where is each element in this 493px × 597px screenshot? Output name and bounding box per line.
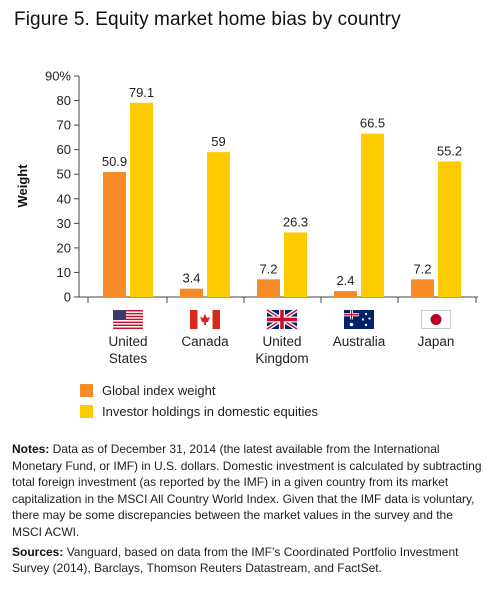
y-tick-label: 80 — [57, 93, 71, 108]
australia-flag-icon — [344, 310, 374, 329]
y-tick-label: 10 — [57, 265, 71, 280]
y-tick-label: 40 — [57, 191, 71, 206]
flag-stripe — [113, 324, 143, 327]
sources-paragraph: Sources: Vanguard, based on data from th… — [12, 544, 482, 577]
legend-item-global-index-weight: Global index weight — [80, 380, 318, 401]
data-label: 50.9 — [102, 154, 127, 169]
data-label: 2.4 — [336, 273, 354, 288]
y-tick-label: 30 — [57, 216, 71, 231]
axes: 0 10 20 30 40 50 60 70 80 90% Weight — [15, 69, 478, 305]
flag-canton — [113, 310, 126, 320]
category-label: Japan — [418, 334, 455, 349]
y-tick-label: 60 — [57, 142, 71, 157]
bar-domestic-holdings — [361, 133, 384, 297]
legend-label: Global index weight — [102, 383, 216, 398]
category-label: Canada — [181, 334, 229, 349]
flag-stripe — [113, 321, 143, 324]
bar-domestic-holdings — [438, 161, 461, 297]
flag-star — [364, 323, 368, 327]
flag-cross-red — [267, 317, 297, 322]
y-tick-label: 70 — [57, 118, 71, 133]
bars — [103, 102, 461, 297]
category-label: United — [262, 334, 301, 349]
data-label: 66.5 — [360, 116, 385, 131]
legend-label: Investor holdings in domestic equities — [102, 404, 319, 419]
y-tick-label: 0 — [64, 290, 71, 305]
y-tick-label: 20 — [57, 240, 71, 255]
data-label: 7.2 — [259, 261, 277, 276]
data-label: 7.2 — [413, 261, 431, 276]
y-tick-label: 90% — [45, 69, 71, 84]
flag-stripe — [113, 317, 143, 319]
bar-global-index-weight — [257, 279, 280, 297]
flag-star — [364, 312, 368, 316]
notes-text: Data as of December 31, 2014 (the latest… — [12, 442, 482, 539]
bar-global-index-weight — [103, 172, 126, 297]
data-label: 26.3 — [283, 214, 308, 229]
category-label: Australia — [333, 334, 386, 349]
flag-star — [349, 322, 354, 327]
flag-stripe — [113, 323, 143, 325]
sources-text: Vanguard, based on data from the IMF’s C… — [12, 544, 459, 576]
bar-global-index-weight — [334, 291, 357, 297]
flag-stripe — [113, 326, 143, 328]
flag-stripe — [113, 310, 143, 312]
labels: 50.9 3.4 7.2 2.4 7.2 79.1 59 26.3 66.5 55.2 United… — [102, 85, 462, 366]
uk-flag-icon — [265, 308, 299, 331]
flag-stripe — [113, 311, 143, 313]
footnotes: Notes: Data as of December 31, 2014 (the… — [12, 441, 482, 580]
bar-global-index-weight — [180, 288, 203, 297]
y-tick-label: 50 — [57, 167, 71, 182]
flag-stripe — [113, 312, 143, 315]
flag-star — [361, 318, 365, 321]
chart-title: Figure 5. Equity market home bias by cou… — [14, 9, 401, 30]
legend-item-domestic-holdings: Investor holdings in domestic equities — [80, 401, 318, 422]
category-label: United — [108, 334, 147, 349]
bar-domestic-holdings — [284, 232, 307, 297]
bar-domestic-holdings — [130, 102, 153, 297]
notes-paragraph: Notes: Data as of December 31, 2014 (the… — [12, 441, 482, 541]
notes-label: Notes: — [12, 442, 50, 456]
flag-cross-red — [344, 314, 359, 316]
flag-stripe — [113, 318, 143, 321]
bar-domestic-holdings — [207, 152, 230, 297]
canada-flag-icon — [190, 310, 220, 329]
bar-chart: 0 10 20 30 40 50 60 70 80 90% Weight 50.9 3.4 7.2 2.4… — [15, 69, 478, 366]
flag-stripe — [113, 315, 143, 318]
category-label: States — [109, 351, 148, 366]
legend-swatch-yellow — [80, 405, 93, 418]
data-label: 55.2 — [437, 143, 462, 158]
legend-swatch-orange — [80, 384, 93, 397]
maple-leaf — [200, 314, 210, 325]
flag-stripe — [113, 314, 143, 316]
y-axis-title: Weight — [15, 164, 30, 208]
chart-legend: Global index weight Investor holdings in… — [80, 380, 318, 422]
category-label: Kingdom — [255, 351, 308, 366]
data-label: 79.1 — [129, 85, 154, 100]
flag-stripe — [113, 327, 143, 329]
bar-global-index-weight — [411, 279, 434, 297]
flag-star — [368, 317, 371, 320]
data-label: 3.4 — [182, 271, 200, 286]
japan-flag-icon — [421, 310, 451, 329]
flag-stripe — [113, 320, 143, 322]
sources-label: Sources: — [12, 544, 64, 559]
flag-sun — [430, 314, 442, 325]
data-label: 59 — [211, 134, 225, 149]
us-flag-icon — [113, 310, 143, 329]
